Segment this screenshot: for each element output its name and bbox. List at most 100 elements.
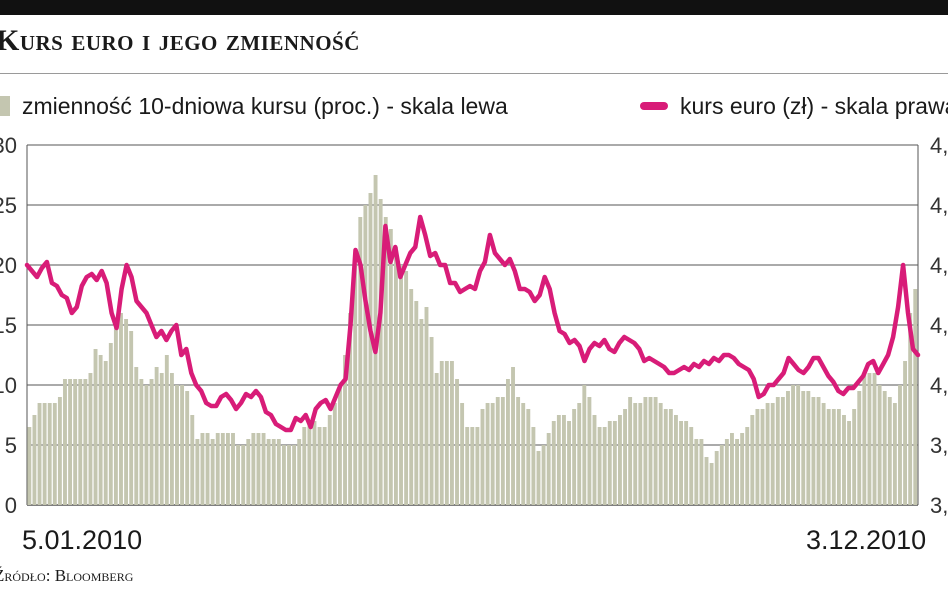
left-tick-label: 10 xyxy=(0,373,17,398)
bar xyxy=(480,409,485,505)
bar xyxy=(246,439,251,505)
bar xyxy=(567,421,571,505)
legend-line-swatch xyxy=(640,102,668,110)
bar xyxy=(577,403,582,505)
bar xyxy=(607,421,612,505)
bar xyxy=(872,373,877,505)
bar xyxy=(755,409,760,505)
bar xyxy=(490,403,495,505)
bar xyxy=(419,319,424,505)
bar xyxy=(185,391,190,505)
bar xyxy=(684,421,689,505)
bar xyxy=(57,397,62,505)
chart-title: Kurs euro i jego zmienność xyxy=(0,24,360,57)
bar xyxy=(709,463,714,505)
bar xyxy=(562,415,566,505)
left-tick-label: 20 xyxy=(0,253,17,278)
right-tick-label: 4,3 xyxy=(930,193,948,218)
bar xyxy=(343,355,347,505)
right-tick-label: 4,2 xyxy=(930,253,948,278)
bar xyxy=(724,439,729,505)
bar xyxy=(134,367,139,505)
bar xyxy=(32,415,37,505)
bar xyxy=(495,397,500,505)
bar xyxy=(154,367,159,505)
bar xyxy=(516,397,521,505)
source-note: Źródło: Bloomberg xyxy=(0,566,134,585)
bar xyxy=(225,433,230,505)
top-bar xyxy=(0,0,948,15)
legend-bars: zmienność 10-dniowa kursu (proc.) - skal… xyxy=(0,88,508,124)
bar xyxy=(358,217,363,505)
bar xyxy=(409,289,414,505)
bar xyxy=(628,397,633,505)
bar xyxy=(88,373,93,505)
bar xyxy=(898,385,902,505)
bar xyxy=(205,433,210,505)
bar xyxy=(745,427,750,505)
bar xyxy=(429,337,434,505)
bar xyxy=(587,397,592,505)
bar xyxy=(806,391,811,505)
bar xyxy=(536,451,541,505)
bar xyxy=(251,433,256,505)
bar xyxy=(119,313,123,505)
right-tick-label: 4,4 xyxy=(930,133,948,158)
bar xyxy=(439,361,444,505)
bar xyxy=(404,271,409,505)
bar xyxy=(139,379,144,505)
left-tick-label: 15 xyxy=(0,313,17,338)
bar xyxy=(668,409,673,505)
bar xyxy=(551,421,556,505)
bar xyxy=(475,427,480,505)
bar xyxy=(261,433,266,505)
bar xyxy=(68,379,73,505)
bar xyxy=(327,415,332,505)
bar xyxy=(231,433,235,505)
bar xyxy=(796,385,801,505)
bar xyxy=(337,385,342,505)
bar xyxy=(159,373,164,505)
bar xyxy=(241,445,246,505)
bar xyxy=(857,391,862,505)
bar xyxy=(689,427,694,505)
bar xyxy=(190,415,195,505)
bar xyxy=(811,397,816,505)
bar xyxy=(455,379,459,505)
bar xyxy=(434,373,439,505)
bar xyxy=(144,385,149,505)
bar xyxy=(180,385,185,505)
bar xyxy=(842,415,846,505)
bar xyxy=(124,319,129,505)
bar xyxy=(500,397,505,505)
bar xyxy=(210,439,215,505)
bar xyxy=(714,451,719,505)
bar xyxy=(348,313,353,505)
bar xyxy=(882,391,887,505)
bar xyxy=(847,421,852,505)
bar xyxy=(271,439,276,505)
bar xyxy=(750,415,755,505)
bar xyxy=(735,439,739,505)
left-tick-label: 0 xyxy=(5,493,17,518)
bar xyxy=(663,409,668,505)
legend-bars-label: zmienność 10-dniowa kursu (proc.) - skal… xyxy=(22,92,508,119)
bar xyxy=(393,247,398,505)
bar xyxy=(307,421,312,505)
bar xyxy=(220,433,225,505)
bar xyxy=(765,403,770,505)
bar xyxy=(719,445,724,505)
bar xyxy=(877,385,882,505)
bar xyxy=(113,319,118,505)
bar xyxy=(292,445,297,505)
bar xyxy=(266,439,271,505)
bar xyxy=(378,199,383,505)
bar xyxy=(694,439,699,505)
bar xyxy=(592,415,597,505)
bar xyxy=(78,379,83,505)
bar xyxy=(674,415,678,505)
bar xyxy=(831,409,836,505)
bar xyxy=(444,361,449,505)
bar xyxy=(302,427,307,505)
bar xyxy=(108,343,113,505)
